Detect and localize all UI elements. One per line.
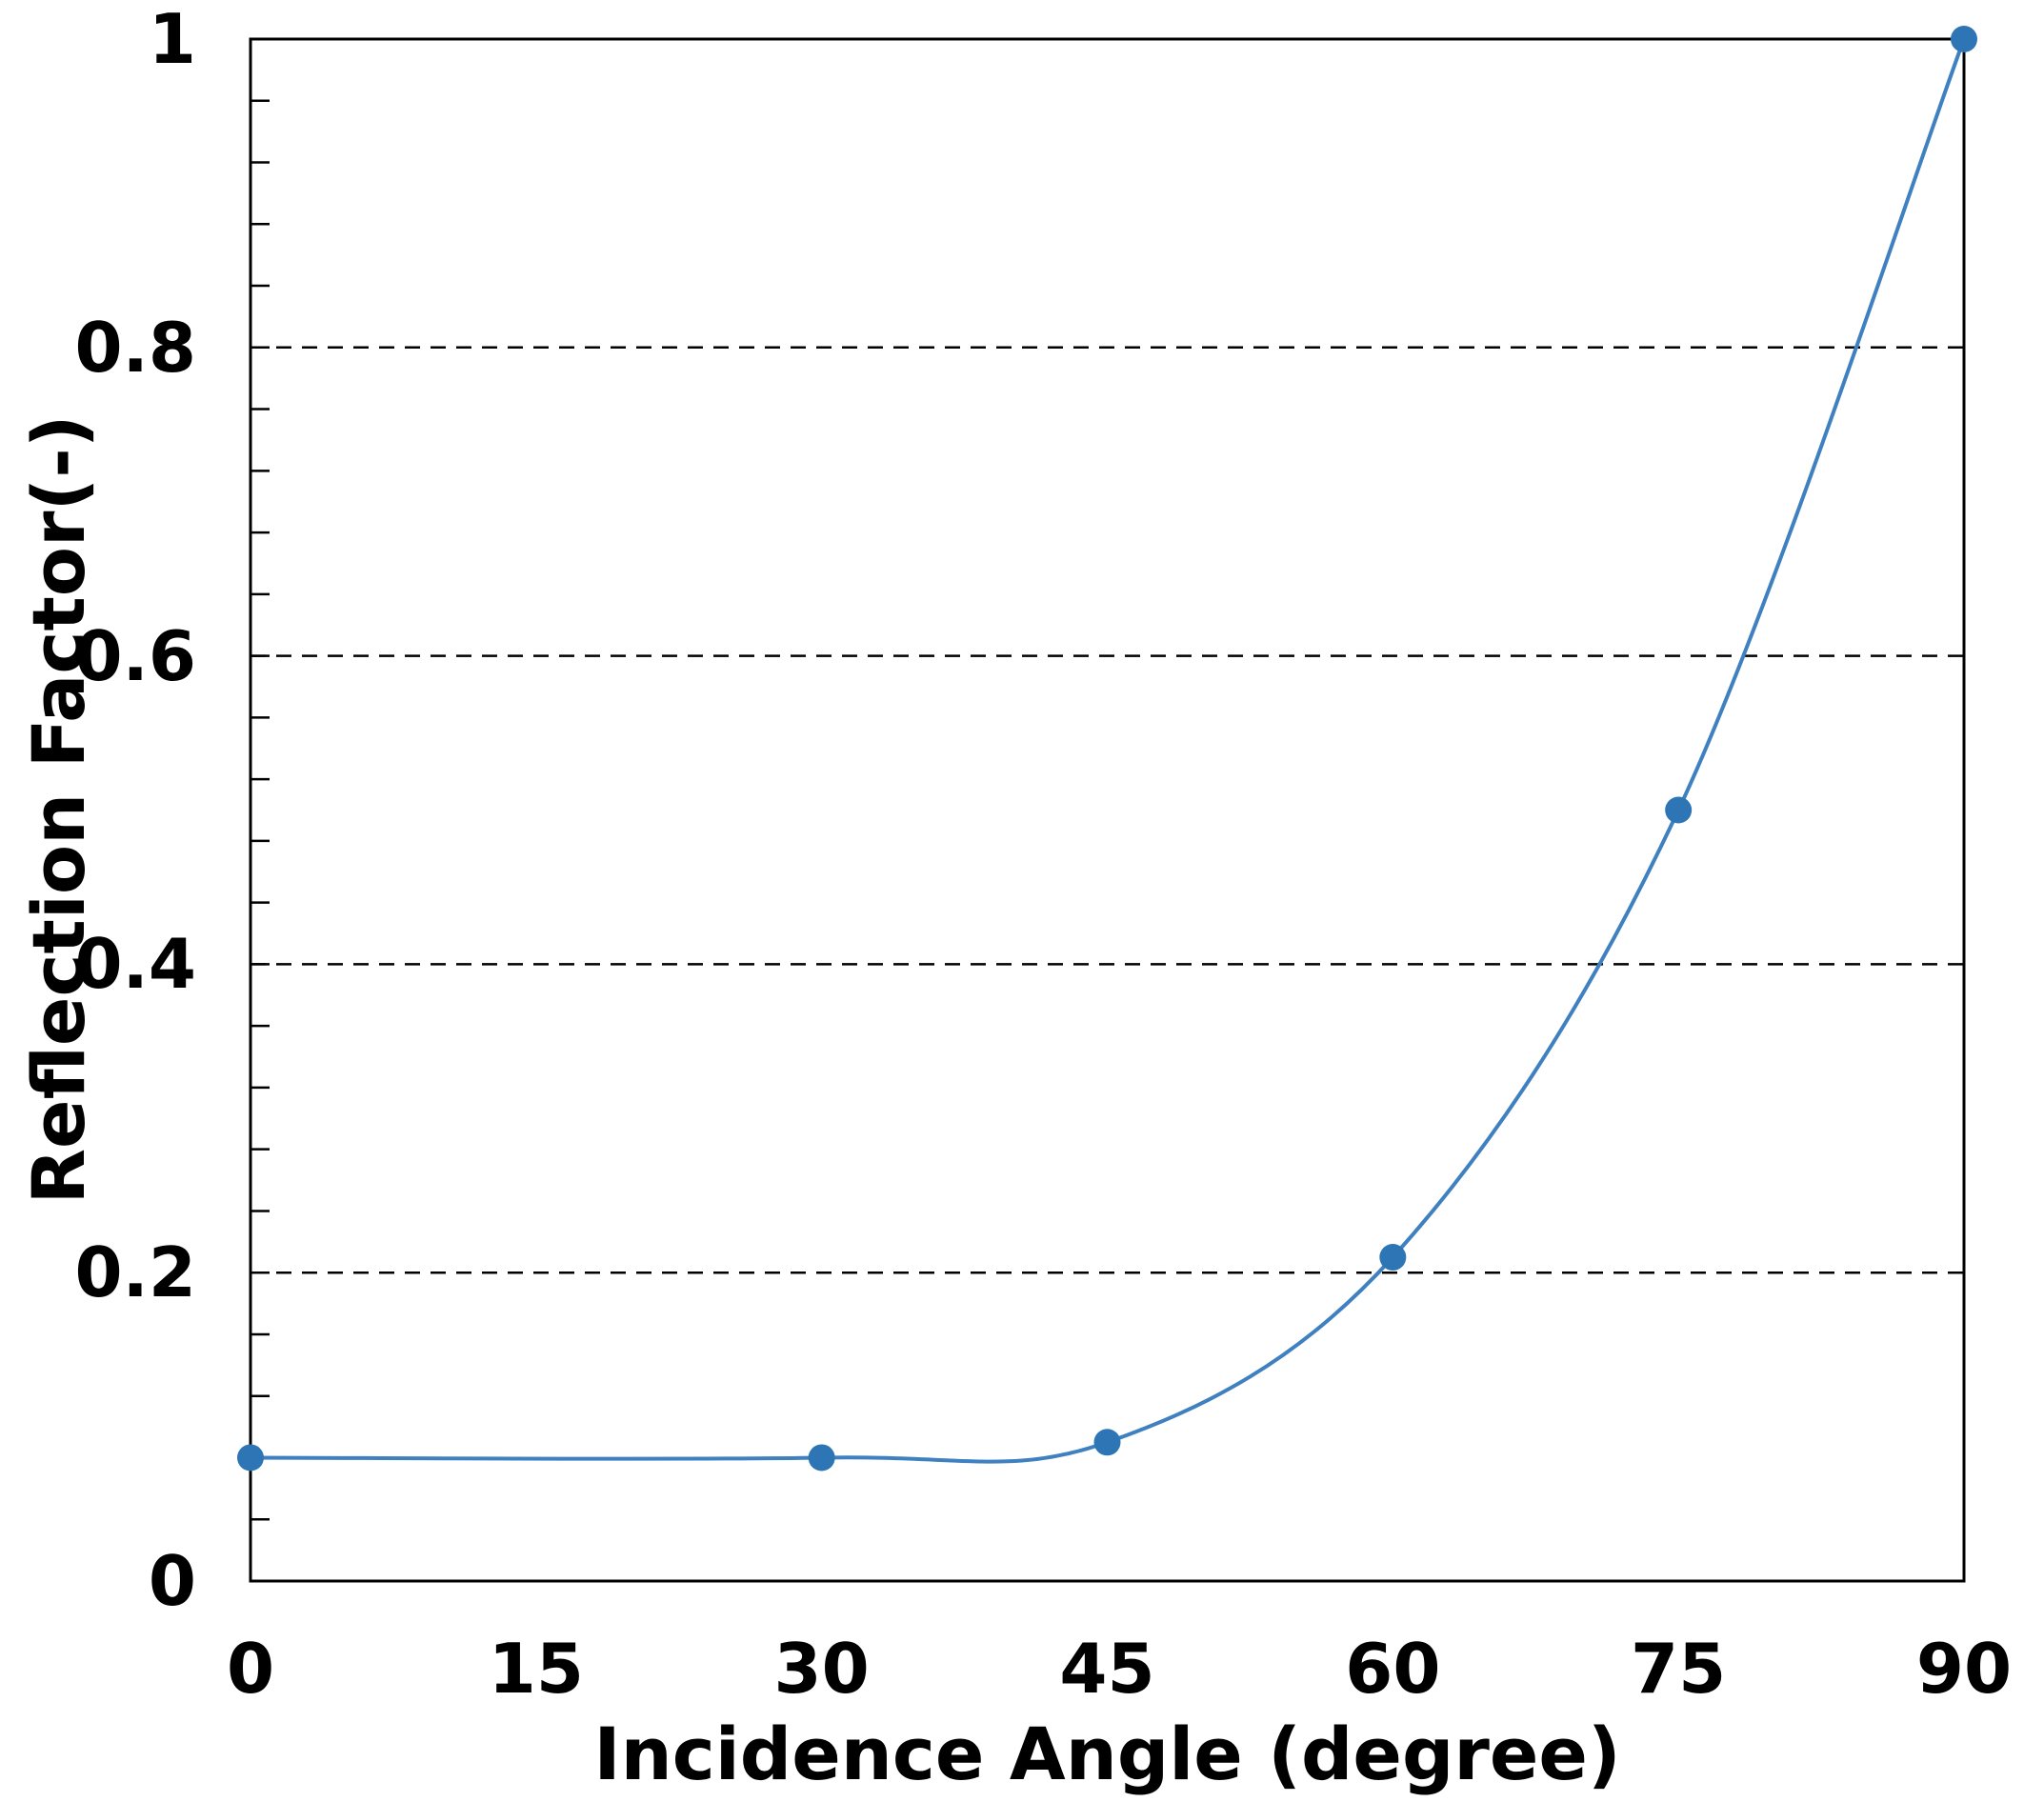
y-axis-tick-label: 0.2: [74, 1232, 196, 1313]
y-axis-tick-label: 1: [148, 0, 196, 79]
y-axis-tick-label: 0.8: [74, 307, 196, 388]
x-axis-title: Incidence Angle (degree): [593, 1712, 1621, 1796]
y-axis-tick-label: 0.4: [74, 924, 196, 1005]
data-point-marker: [237, 1444, 264, 1472]
y-axis-title: Reflection Factor(-): [16, 414, 101, 1205]
x-axis-tick-label: 60: [1345, 1629, 1441, 1709]
plot-border: [249, 37, 1966, 1583]
series-line: [249, 37, 1966, 1464]
x-axis-tick-label: 45: [1059, 1629, 1155, 1709]
x-axis-tick-label: 75: [1631, 1629, 1727, 1709]
data-point-marker: [1093, 1429, 1121, 1456]
y-axis-tick-label: 0.6: [74, 615, 196, 696]
data-point-marker: [808, 1444, 835, 1472]
data-point-marker: [1665, 796, 1693, 824]
x-axis-tick-label: 0: [226, 1629, 275, 1709]
data-point-marker: [1379, 1244, 1407, 1271]
x-axis-tick-label: 15: [488, 1629, 584, 1709]
x-axis-tick-label: 30: [773, 1629, 870, 1709]
x-axis-tick-label: 90: [1915, 1629, 2013, 1709]
y-axis-tick-label: 0: [148, 1541, 196, 1621]
data-point-marker: [1951, 26, 1977, 52]
